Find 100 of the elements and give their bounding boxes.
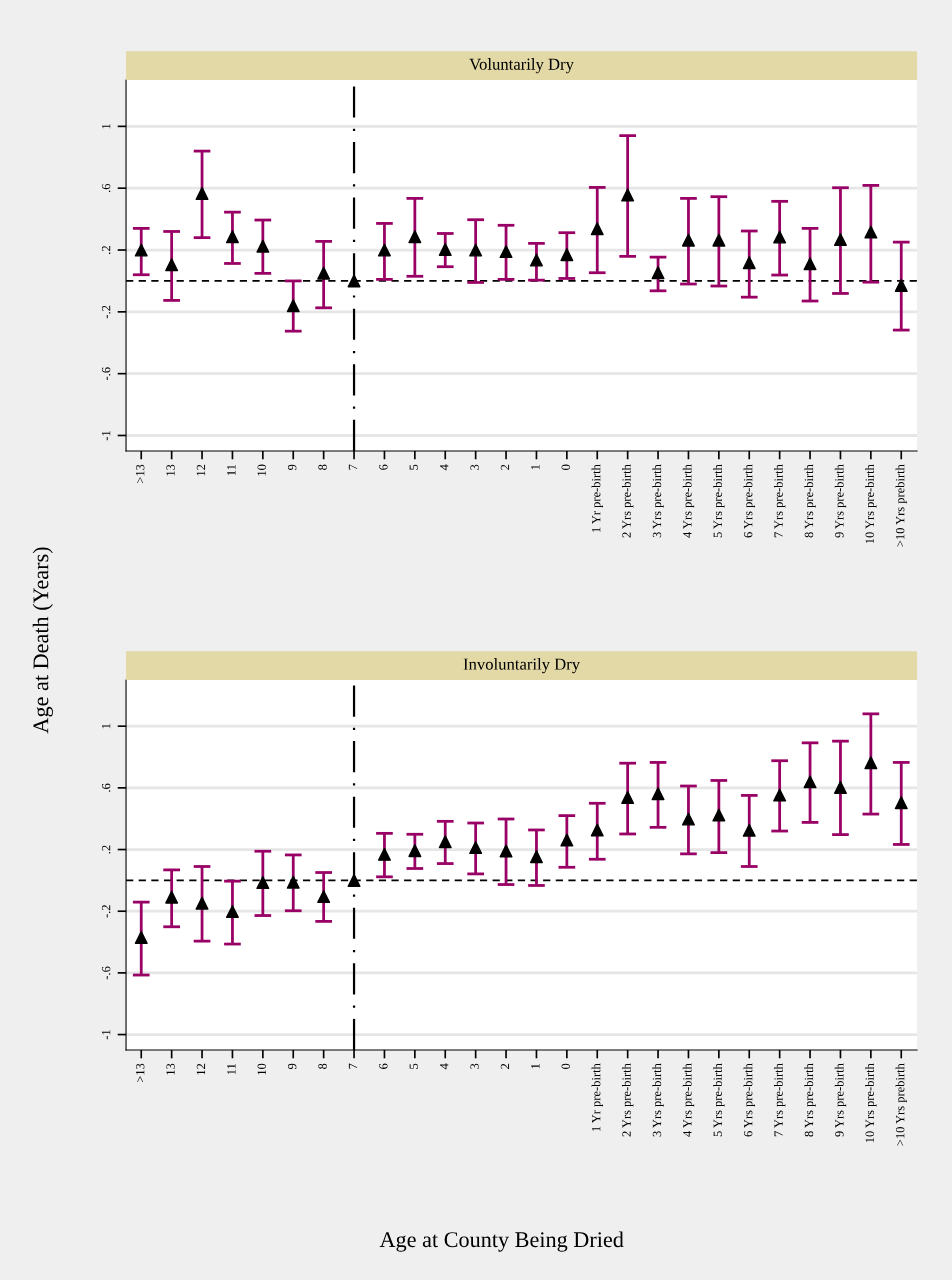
point xyxy=(621,790,635,804)
x-tick-label: 7 xyxy=(348,1063,358,1069)
x-tick-label: 8 Yrs pre-birth xyxy=(804,1063,816,1137)
y-tick-label: -.2 xyxy=(101,305,111,319)
point xyxy=(590,222,604,236)
point xyxy=(438,835,452,849)
point xyxy=(651,266,665,280)
point xyxy=(347,274,361,288)
point xyxy=(529,253,543,267)
chart-title: Involuntarily Dry xyxy=(463,658,581,674)
x-tick-label: 4 Yrs pre-birth xyxy=(682,1063,695,1137)
point xyxy=(256,876,270,890)
point xyxy=(134,243,148,257)
x-tick-label: 9 Yrs pre-birth xyxy=(834,1063,847,1137)
point xyxy=(499,245,513,259)
y-tick-label: -.6 xyxy=(101,367,111,380)
x-tick-label: 4 xyxy=(440,1063,449,1070)
point xyxy=(317,890,331,904)
x-tick-label: 2 Yrs pre-birth xyxy=(621,1063,634,1137)
point xyxy=(317,266,331,280)
point xyxy=(864,225,878,239)
x-tick-label: 8 Yrs pre-birth xyxy=(804,464,816,538)
x-tick-label: 7 Yrs pre-birth xyxy=(773,1063,786,1137)
x-tick-label: >13 xyxy=(135,464,145,484)
point xyxy=(347,873,361,887)
x-axis-title: Age at County Being Dried xyxy=(379,1231,624,1252)
x-tick-label: 12 xyxy=(196,464,206,476)
x-tick-label: 10 Yrs pre-birth xyxy=(865,464,877,544)
x-tick-label: 13 xyxy=(166,464,175,476)
point xyxy=(560,833,574,847)
y-tick-label: .6 xyxy=(101,183,111,193)
x-tick-label: 0 xyxy=(561,464,570,470)
y-tick-label: -.2 xyxy=(101,905,111,918)
point xyxy=(469,243,483,257)
point xyxy=(529,850,543,864)
x-tick-label: 3 Yrs pre-birth xyxy=(652,1063,664,1137)
point xyxy=(742,823,756,837)
x-tick-label: 10 Yrs pre-birth xyxy=(865,1063,877,1143)
y-tick-label: 1 xyxy=(101,723,111,729)
x-tick-label: 5 Yrs pre-birth xyxy=(713,464,725,538)
x-tick-label: 3 xyxy=(470,464,479,470)
x-tick-label: 6 Yrs pre-birth xyxy=(743,464,755,538)
y-tick-label: -1 xyxy=(101,1030,111,1040)
point xyxy=(165,258,179,272)
point xyxy=(469,841,483,855)
point xyxy=(165,890,179,904)
point xyxy=(256,239,270,253)
point xyxy=(225,230,239,244)
x-tick-label: 4 xyxy=(440,464,449,471)
x-tick-label: 1 xyxy=(531,464,540,470)
point xyxy=(681,812,695,826)
x-tick-label: 1 Yr pre-birth xyxy=(591,1063,603,1132)
y-tick-label: -1 xyxy=(101,431,111,441)
y-axis-title: Age at Death (Years) xyxy=(32,547,53,734)
x-tick-label: >10 Yrs prebirth xyxy=(895,464,907,547)
x-tick-label: 8 xyxy=(318,1063,327,1069)
y-tick-label: 1 xyxy=(101,123,111,129)
x-tick-label: 9 xyxy=(287,1063,297,1070)
point xyxy=(438,242,452,256)
x-tick-label: 1 Yr pre-birth xyxy=(591,464,603,532)
point xyxy=(712,808,726,822)
x-tick-label: 5 xyxy=(409,464,418,470)
point xyxy=(681,233,695,247)
x-tick-label: 7 xyxy=(348,464,358,470)
x-tick-label: 8 xyxy=(318,464,327,470)
point xyxy=(803,257,817,271)
point xyxy=(195,186,209,200)
point xyxy=(225,905,239,919)
y-tick-label: .2 xyxy=(101,845,111,854)
x-tick-label: 10 xyxy=(257,464,266,476)
point xyxy=(560,248,574,262)
point xyxy=(864,756,878,770)
point xyxy=(773,230,787,244)
x-tick-label: 5 xyxy=(409,1063,418,1069)
y-tick-label: -.6 xyxy=(101,966,111,980)
x-tick-label: 12 xyxy=(196,1063,206,1075)
point xyxy=(134,930,148,944)
point xyxy=(712,233,726,247)
point xyxy=(408,844,422,858)
x-tick-label: 7 Yrs pre-birth xyxy=(773,464,786,538)
x-tick-label: 2 Yrs pre-birth xyxy=(621,464,634,538)
x-tick-label: 3 Yrs pre-birth xyxy=(652,464,664,538)
point xyxy=(894,278,908,292)
y-tick-label: .6 xyxy=(101,783,111,792)
point xyxy=(377,847,391,861)
x-tick-label: 11 xyxy=(227,464,236,476)
point xyxy=(195,896,209,910)
point xyxy=(833,780,847,794)
x-tick-label: 6 xyxy=(379,1063,388,1069)
x-tick-label: 11 xyxy=(227,1063,236,1075)
point xyxy=(286,299,300,313)
point xyxy=(773,788,787,802)
point xyxy=(621,188,635,202)
x-tick-label: 0 xyxy=(561,1063,570,1069)
point xyxy=(833,233,847,247)
chart-title: Voluntarily Dry xyxy=(469,58,574,74)
x-tick-label: 6 xyxy=(379,464,388,470)
x-tick-label: 6 Yrs pre-birth xyxy=(743,1063,755,1137)
x-tick-label: 9 xyxy=(287,464,297,470)
x-tick-label: 5 Yrs pre-birth xyxy=(713,1063,725,1137)
